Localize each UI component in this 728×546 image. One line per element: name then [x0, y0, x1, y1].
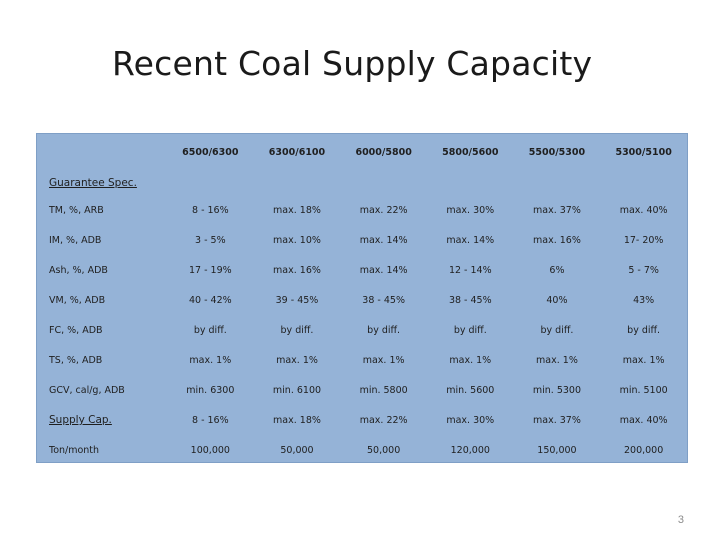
table-header-row: 6500/6300 6300/6100 6000/5800 5800/5600 … — [37, 134, 687, 171]
row-label: FC, %, ADB — [49, 324, 103, 336]
table-row: GCV, cal/g, ADB min. 6300 min. 6100 min.… — [37, 375, 687, 405]
table-cell: by diff. — [280, 324, 314, 336]
table-cell: max. 30% — [446, 204, 495, 216]
page-number: 3 — [677, 514, 684, 526]
row-label: VM, %, ADB — [49, 294, 106, 306]
column-header: 6500/6300 — [182, 147, 239, 158]
table-cell: 43% — [633, 294, 655, 306]
table-cell: max. 14% — [359, 234, 408, 246]
table-cell: 8 - 16% — [192, 414, 229, 426]
table-cell: max. 1% — [189, 354, 232, 366]
table-cell: max. 16% — [533, 234, 581, 246]
table-cell: min. 6300 — [186, 384, 235, 396]
column-header: 5300/5100 — [615, 147, 672, 158]
table-cell: max. 1% — [449, 354, 492, 366]
table-cell: by diff. — [193, 324, 227, 336]
table-row: TS, %, ADB max. 1% max. 1% max. 1% max. … — [37, 345, 687, 375]
table-cell: 120,000 — [450, 444, 490, 456]
guarantee-section-row: Guarantee Spec. — [37, 171, 687, 195]
row-label: TM, %, ARB — [49, 204, 104, 216]
table-cell: max. 1% — [276, 354, 318, 366]
column-header: 5800/5600 — [442, 147, 499, 158]
column-header: 5500/5300 — [528, 147, 586, 158]
slide-title: Recent Coal Supply Capacity — [112, 44, 593, 83]
table-row: TM, %, ARB 8 - 16% max. 18% max. 22% max… — [37, 195, 687, 225]
table-cell: max. 22% — [359, 414, 408, 426]
guarantee-section-label: Guarantee Spec. — [49, 177, 137, 189]
table-cell: 150,000 — [537, 444, 577, 456]
table-cell: max. 1% — [536, 354, 578, 366]
table-cell: min. 5600 — [446, 384, 495, 396]
table-cell: 5 - 7% — [628, 264, 659, 276]
table-cell: max. 14% — [359, 264, 408, 276]
table-cell: max. 14% — [446, 234, 495, 246]
table-cell: min. 5100 — [619, 384, 668, 396]
table-cell: max. 40% — [619, 414, 668, 426]
header-corner-cell — [37, 134, 167, 171]
ton-month-row: Ton/month 100,000 50,000 50,000 120,000 … — [37, 435, 687, 465]
table-cell: 200,000 — [623, 444, 664, 456]
table-cell: max. 18% — [273, 204, 321, 216]
table-cell: max. 1% — [622, 354, 665, 366]
table-cell: 40 - 42% — [188, 294, 232, 306]
table-cell: 38 - 45% — [448, 294, 492, 306]
table-cell: 8 - 16% — [192, 204, 229, 216]
table-cell: min. 5800 — [359, 384, 408, 396]
table-cell: min. 6100 — [272, 384, 322, 396]
table-cell: 6% — [549, 264, 565, 276]
table-cell: 50,000 — [280, 444, 314, 456]
table-cell: 17- 20% — [623, 234, 664, 246]
table-row: Ash, %, ADB 17 - 19% max. 16% max. 14% 1… — [37, 255, 687, 285]
table-cell: by diff. — [627, 324, 661, 336]
supply-cap-row: Supply Cap. 8 - 16% max. 18% max. 22% ma… — [37, 405, 687, 435]
table-cell: max. 30% — [446, 414, 495, 426]
coal-spec-table: 6500/6300 6300/6100 6000/5800 5800/5600 … — [37, 134, 687, 465]
table-cell: by diff. — [453, 324, 487, 336]
table-cell: max. 40% — [619, 204, 668, 216]
row-label: GCV, cal/g, ADB — [49, 384, 125, 396]
table-cell: 39 - 45% — [275, 294, 319, 306]
table-cell: 3 - 5% — [195, 234, 226, 246]
row-label: Ton/month — [49, 444, 100, 456]
table-cell: min. 5300 — [532, 384, 582, 396]
table-row: IM, %, ADB 3 - 5% max. 10% max. 14% max.… — [37, 225, 687, 255]
table-cell: max. 18% — [273, 414, 321, 426]
table-cell: max. 1% — [362, 354, 405, 366]
table-cell: max. 10% — [273, 234, 321, 246]
row-label: TS, %, ADB — [49, 354, 103, 366]
table-cell: 50,000 — [367, 444, 401, 456]
row-label: IM, %, ADB — [49, 234, 102, 246]
table-cell: max. 22% — [359, 204, 408, 216]
table-cell: 40% — [546, 294, 568, 306]
table-row: VM, %, ADB 40 - 42% 39 - 45% 38 - 45% 38… — [37, 285, 687, 315]
table-cell: by diff. — [367, 324, 401, 336]
table-cell: 17 - 19% — [188, 264, 232, 276]
table-cell: 100,000 — [190, 444, 230, 456]
table-cell: by diff. — [540, 324, 574, 336]
column-header: 6000/5800 — [355, 147, 412, 158]
table-cell: 12 - 14% — [448, 264, 492, 276]
table-cell: 38 - 45% — [362, 294, 405, 306]
coal-spec-table-panel: 6500/6300 6300/6100 6000/5800 5800/5600 … — [36, 133, 688, 463]
column-header: 6300/6100 — [268, 147, 326, 158]
supply-cap-label: Supply Cap. — [49, 414, 112, 426]
table-cell: max. 37% — [533, 414, 581, 426]
table-cell: max. 16% — [273, 264, 321, 276]
table-cell: max. 37% — [533, 204, 581, 216]
row-label: Ash, %, ADB — [49, 264, 108, 276]
table-row: FC, %, ADB by diff. by diff. by diff. by… — [37, 315, 687, 345]
